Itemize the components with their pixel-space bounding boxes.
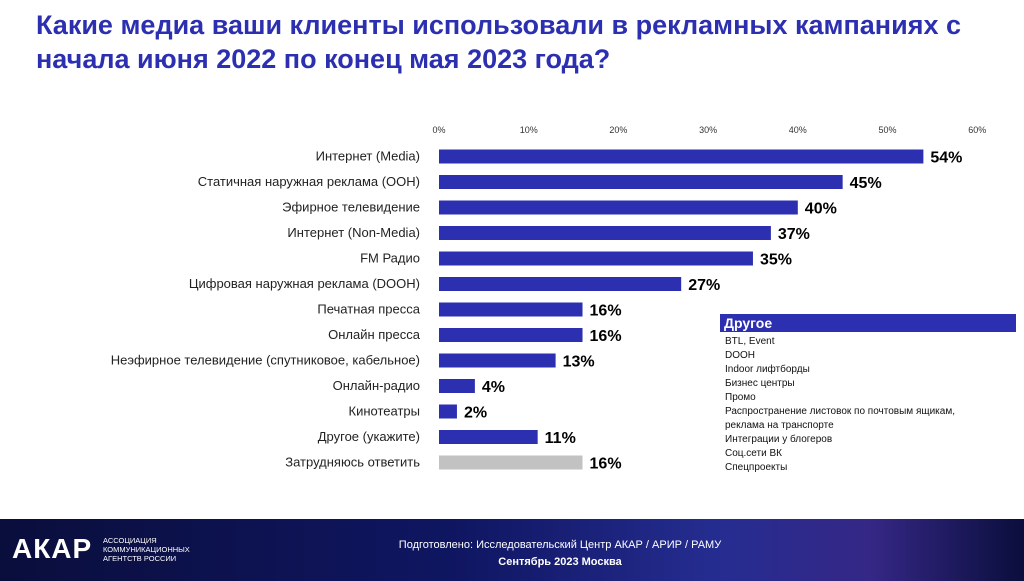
x-tick-label: 30% [699,125,717,135]
category-label: Онлайн-радио [333,378,420,393]
bar [439,149,924,164]
bar [439,302,583,317]
bar-value-label: 35% [760,252,792,269]
bar-value-label: 13% [563,354,595,371]
bar-value-label: 16% [590,303,622,320]
bar [439,404,457,419]
bar [439,175,843,189]
x-tick-label: 0% [432,125,445,135]
x-tick-label: 40% [789,125,807,135]
bar-chart: 0% 10% 20% 30% 40% 50% 60% Интернет (Media) 54% С… [111,125,986,473]
category-label: Другое (укажите) [318,429,420,444]
bar [439,200,798,215]
bar [439,277,682,291]
bar-value-label: 16% [590,328,622,345]
category-label: Затрудняюсь ответить [285,455,420,470]
bar [439,328,583,342]
akar-logo: АКАР [12,533,93,564]
bar [439,430,538,444]
category-label: FM Радио [360,251,420,266]
bar-value-label: 54% [930,150,962,167]
category-label: Кинотеатры [349,404,420,419]
other-answer-item: Indoor лифтборды [725,364,810,375]
category-label: Цифровая наружная реклама (DOOH) [189,276,420,291]
logo-subtitle-line: АГЕНТСТВ РОССИИ [103,554,177,563]
bar-value-label: 40% [805,201,837,218]
bar-value-label: 37% [778,226,810,243]
other-answer-item: Промо [725,392,756,403]
other-answer-item: DOOH [725,350,755,361]
footer-credit: Подготовлено: Исследовательский Центр АК… [398,539,722,551]
other-answers-box: Другое BTL, Event DOOH Indoor лифтборды Биз… [720,314,1016,475]
category-label: Интернет (Media) [316,149,420,164]
other-answer-item: Спецпроекты [725,462,788,473]
other-answer-item: Распространение листовок по почтовым ящи… [725,406,955,417]
bar-value-label: 11% [545,430,576,447]
x-tick-label: 10% [520,125,538,135]
footer-background [0,519,1024,581]
bar-value-label: 27% [688,277,720,294]
bar-value-label: 45% [850,175,882,192]
category-label: Эфирное телевидение [282,200,420,215]
logo-subtitle: АССОЦИАЦИЯ КОММУНИКАЦИОННЫХ АГЕНТСТВ РОС… [103,536,190,563]
bar [439,353,556,368]
bar-value-label: 16% [590,456,622,473]
other-answer-item: BTL, Event [725,336,775,347]
category-label: Печатная пресса [317,302,420,317]
x-tick-label: 60% [968,125,986,135]
footer: АКАР АССОЦИАЦИЯ КОММУНИКАЦИОННЫХ АГЕНТСТ… [0,519,1024,581]
category-label: Неэфирное телевидение (спутниковое, кабе… [111,353,420,368]
bar-value-label: 4% [482,379,505,396]
footer-date: Сентябрь 2023 Москва [498,556,622,568]
bar [439,251,753,266]
bar [439,455,583,470]
x-tick-label: 50% [878,125,896,135]
category-label: Интернет (Non-Media) [287,225,420,240]
other-answers-list: BTL, Event DOOH Indoor лифтборды Бизнес цен… [720,332,1016,475]
bar [439,226,771,240]
other-answers-title: Другое [720,314,1016,332]
logo-subtitle-line: АССОЦИАЦИЯ [103,536,157,545]
other-answer-item: реклама на транспорте [725,420,834,431]
category-label: Онлайн пресса [328,327,421,342]
logo-subtitle-line: КОММУНИКАЦИОННЫХ [103,545,190,554]
other-answer-item: Соц.сети ВК [725,448,782,459]
category-label: Статичная наружная реклама (OOH) [198,174,420,189]
other-answer-item: Бизнес центры [725,378,795,389]
page-title: Какие медиа ваши клиенты использовали в … [36,10,962,74]
bar-value-label: 2% [464,405,487,422]
x-tick-label: 20% [609,125,627,135]
bar [439,379,475,393]
other-answer-item: Интеграции у блогеров [725,434,833,445]
